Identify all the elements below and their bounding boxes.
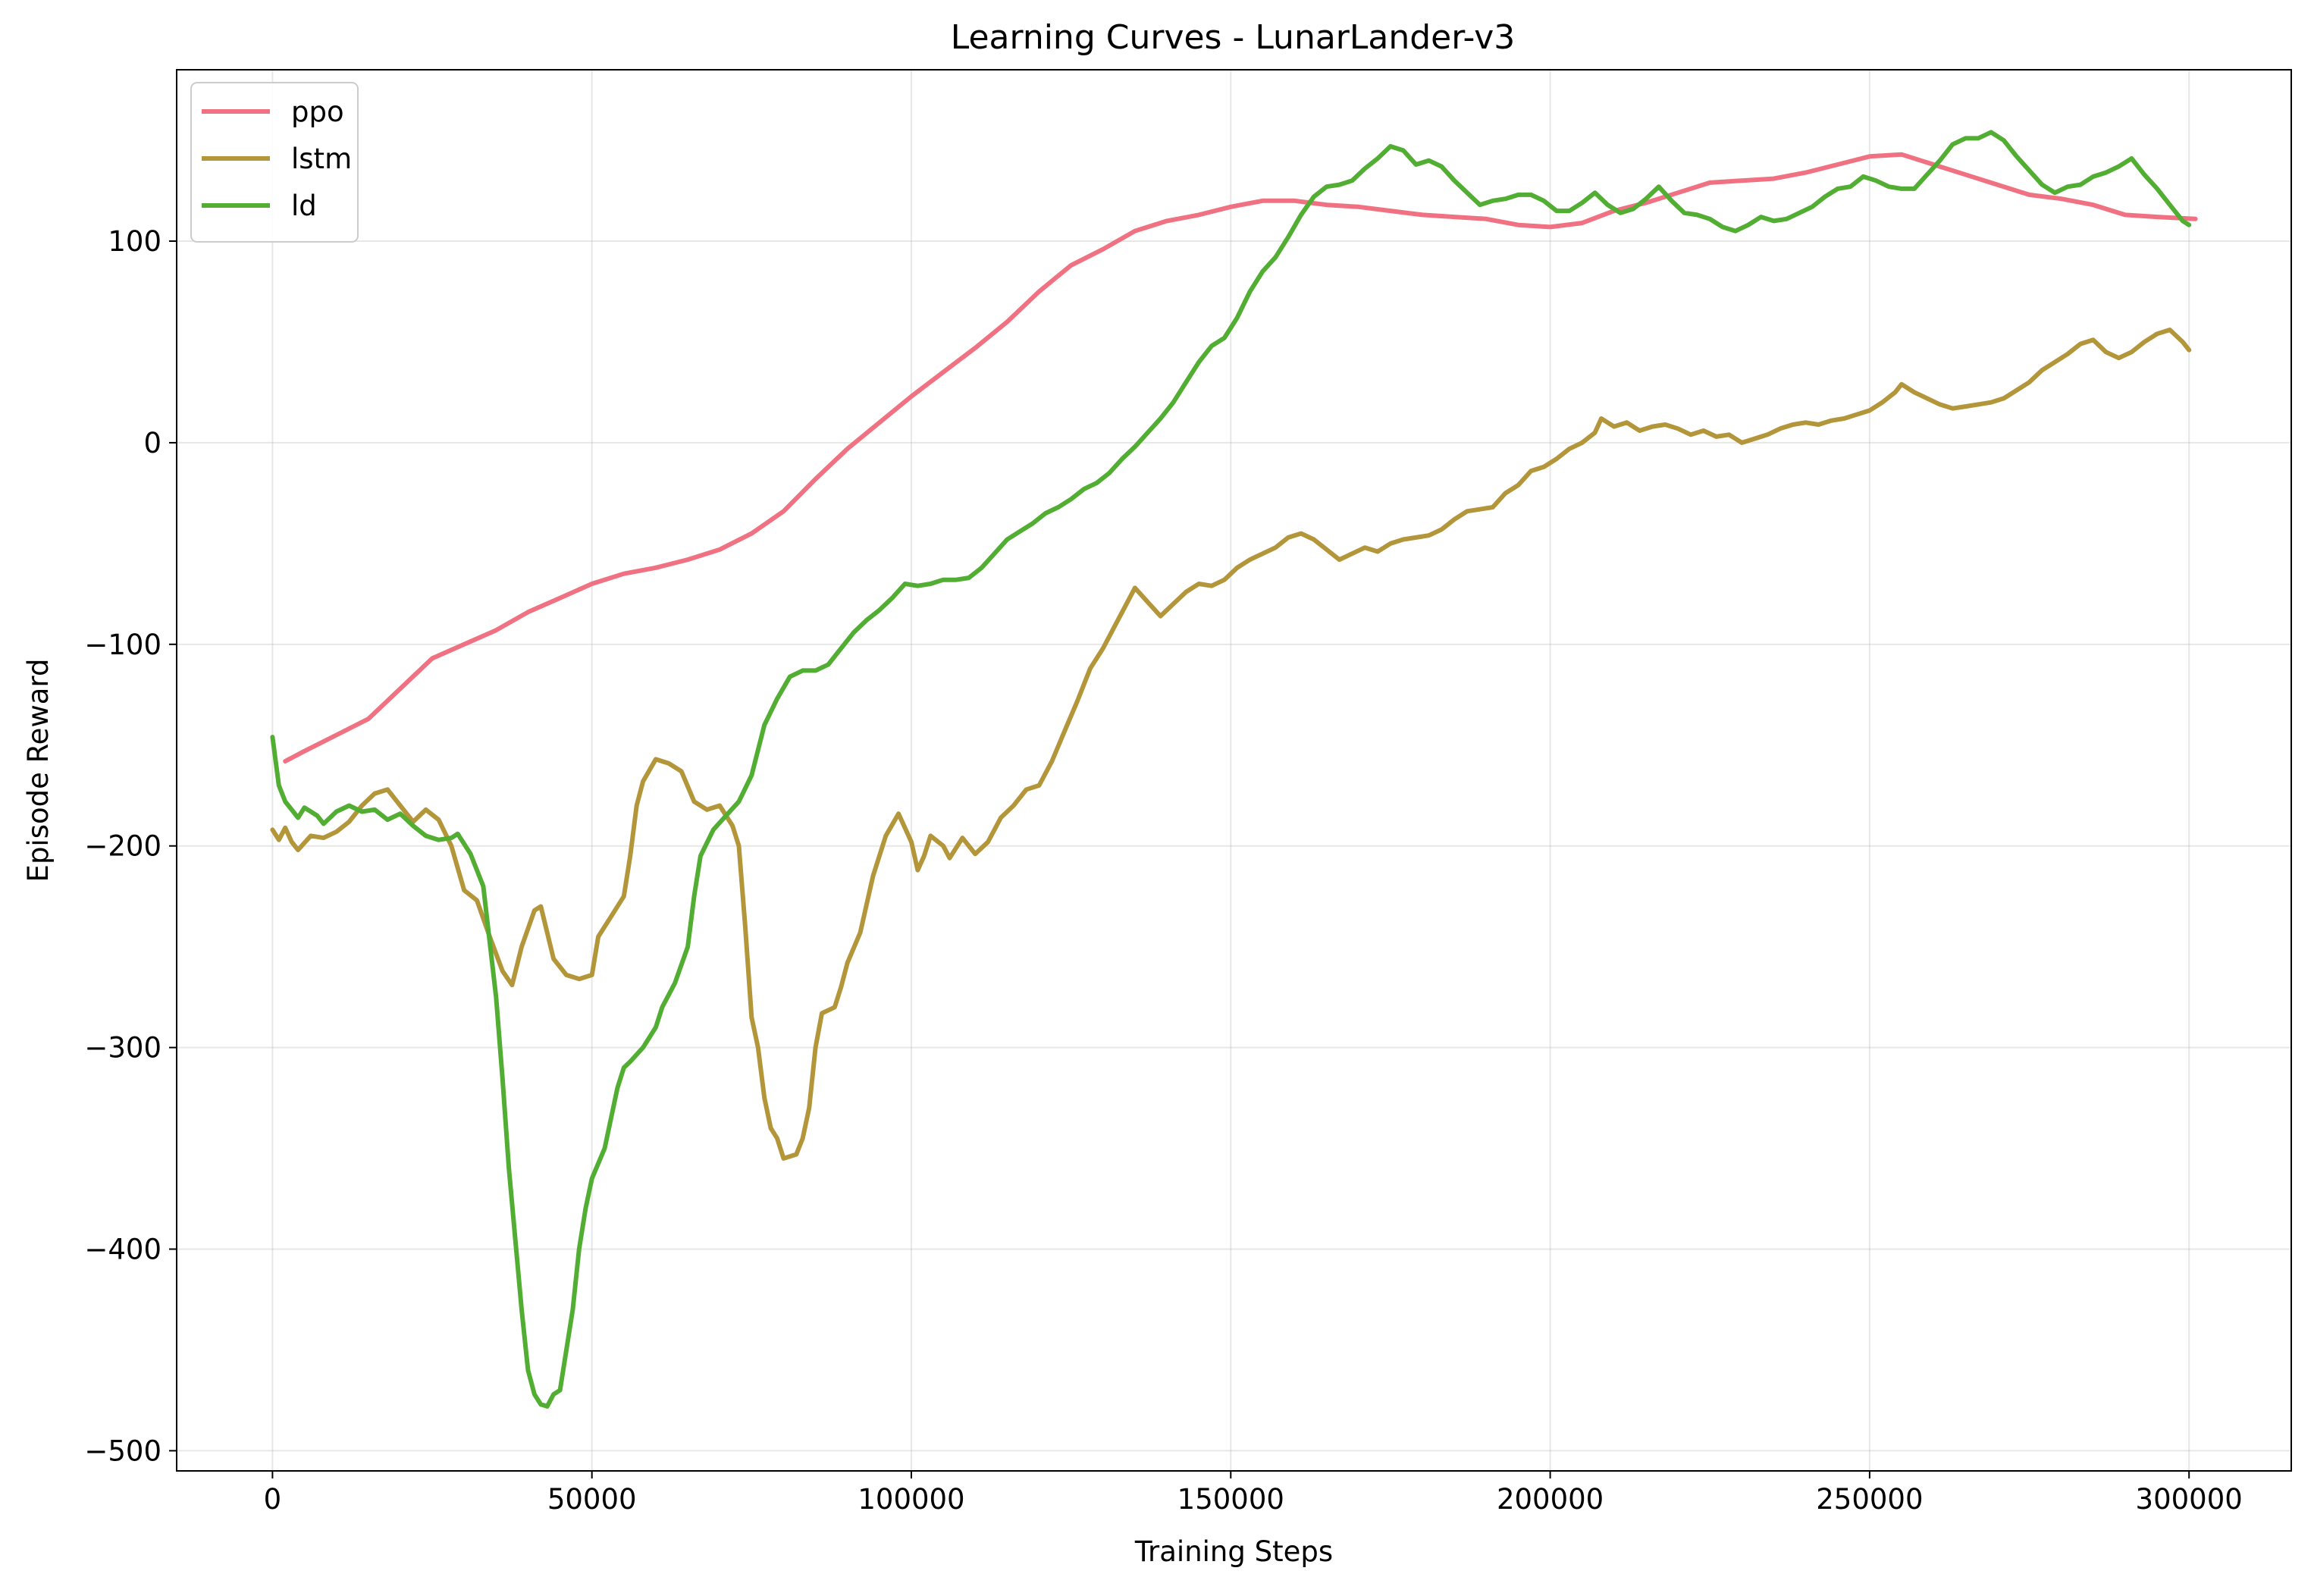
- grid-layer: [177, 70, 2291, 1471]
- y-axis-label: Episode Reward: [22, 659, 55, 883]
- legend: ppo lstm ld: [190, 82, 359, 243]
- y-tick-label: −100: [84, 629, 161, 661]
- legend-label-ld: ld: [291, 190, 317, 222]
- y-tick-label: −200: [84, 830, 161, 863]
- legend-label-ppo: ppo: [291, 96, 344, 128]
- x-tick-label: 200000: [1497, 1483, 1604, 1516]
- ticks-layer: 0 50000 100000 150000 200000 250000 300000 −500…: [84, 225, 2242, 1516]
- y-tick-label: 100: [108, 225, 161, 258]
- x-tick-label: 0: [264, 1483, 282, 1516]
- legend-box: [190, 82, 359, 243]
- x-tick-label: 50000: [547, 1483, 637, 1516]
- series-line-lstm: [270, 328, 2192, 1161]
- x-tick-label: 300000: [2136, 1483, 2243, 1516]
- y-tick-label: −500: [84, 1435, 161, 1467]
- series-line-ld: [270, 130, 2192, 1409]
- series-line-ppo: [283, 152, 2198, 764]
- x-tick-label: 100000: [858, 1483, 964, 1516]
- y-tick-label: −300: [84, 1032, 161, 1065]
- x-tick-label: 250000: [1816, 1483, 1923, 1516]
- y-tick-label: −400: [84, 1234, 161, 1266]
- legend-label-lstm: lstm: [291, 143, 352, 175]
- chart-title: Learning Curves - LunarLander-v3: [951, 18, 1516, 57]
- series-layer: [270, 130, 2198, 1409]
- y-tick-label: 0: [143, 427, 161, 459]
- x-axis-label: Training Steps: [1134, 1535, 1333, 1568]
- plot-frame: [176, 69, 2292, 1472]
- x-tick-label: 150000: [1177, 1483, 1284, 1516]
